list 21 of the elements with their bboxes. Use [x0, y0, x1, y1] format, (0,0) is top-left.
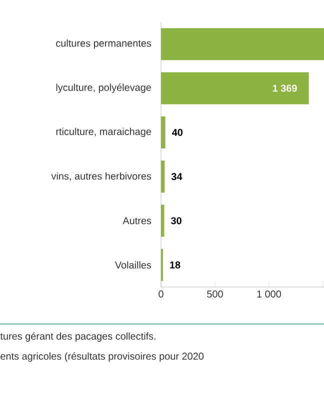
- bar: [161, 204, 164, 237]
- x-tick-label: 1 000: [257, 290, 282, 298]
- data-label: 18: [170, 261, 180, 268]
- y-tick-label: rticulture, maraichage: [56, 128, 152, 138]
- bar: [161, 160, 165, 193]
- bar: [161, 116, 166, 148]
- bar: [161, 72, 309, 104]
- data-label: 40: [172, 128, 183, 136]
- data-label: 1 369: [272, 84, 297, 92]
- y-tick-label: Volailles: [114, 261, 152, 269]
- y-tick-label: Autres: [122, 217, 152, 224]
- y-tick-label: vins, autres herbivores: [51, 172, 152, 181]
- bar: [161, 28, 324, 60]
- x-tick-label: 0: [158, 290, 164, 298]
- data-label: 34: [171, 173, 182, 180]
- y-tick-label: cultures permanentes: [56, 39, 152, 49]
- text: tures gérant des pacages collectifs.: [0, 332, 156, 342]
- x-tick-label: 500: [207, 290, 223, 298]
- y-tick-label: lyculture, polyélevage: [56, 84, 152, 93]
- data-label: 30: [170, 217, 182, 224]
- text: ents agricoles (résultats provisoires pour 2020: [0, 352, 204, 362]
